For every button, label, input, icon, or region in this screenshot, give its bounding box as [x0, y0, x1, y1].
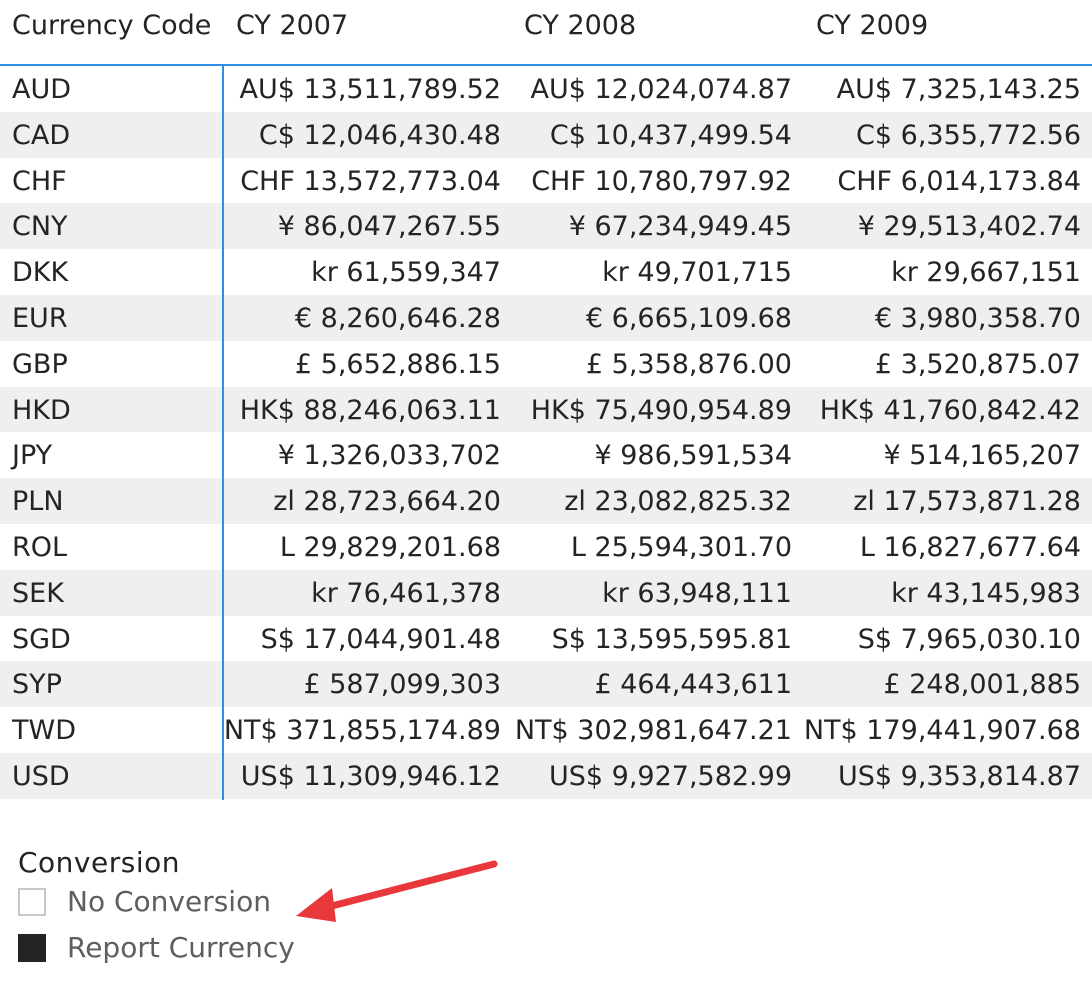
cell-cy-2007[interactable]: CHF 13,572,773.04: [240, 165, 501, 197]
slicer-option-report-currency[interactable]: Report Currency: [18, 928, 338, 972]
checkbox-checked-icon[interactable]: [18, 934, 46, 962]
table-row[interactable]: CAD C$ 12,046,430.48 C$ 10,437,499.54 C$ 6,…: [0, 111, 1092, 158]
cell-cy-2008[interactable]: CHF 10,780,797.92: [531, 165, 792, 197]
table-row[interactable]: EUR € 8,260,646.28 € 6,665,109.68 € 3,980,3…: [0, 294, 1092, 341]
table-row[interactable]: CHF CHF 13,572,773.04 CHF 10,780,797.92 CHF…: [0, 158, 1092, 204]
arrow-left-annotation-icon: [296, 860, 498, 922]
table-row[interactable]: JPY ¥ 1,326,033,702 ¥ 986,591,534 ¥ 514,165…: [0, 432, 1092, 478]
table-row[interactable]: SGD S$ 17,044,901.48 S$ 13,595,595.81 S$ 7,…: [0, 616, 1092, 662]
cell-cy-2008[interactable]: £ 5,358,876.00: [585, 348, 792, 380]
cell-cy-2008[interactable]: ¥ 986,591,534: [594, 440, 792, 472]
cell-cy-2008[interactable]: NT$ 302,981,647.21: [514, 715, 792, 747]
table-row[interactable]: PLN zl 28,723,664.20 zl 23,082,825.32 zl 17…: [0, 478, 1092, 524]
cell-cy-2007[interactable]: zl 28,723,664.20: [273, 486, 501, 518]
row-header-currency-code[interactable]: DKK: [12, 257, 69, 289]
cell-cy-2009[interactable]: HK$ 41,760,842.42: [819, 394, 1081, 426]
cell-cy-2009[interactable]: S$ 7,965,030.10: [857, 623, 1081, 655]
cell-cy-2008[interactable]: HK$ 75,490,954.89: [530, 394, 792, 426]
cell-cy-2009[interactable]: US$ 9,353,814.87: [837, 760, 1081, 792]
cell-cy-2007[interactable]: ¥ 1,326,033,702: [277, 440, 501, 472]
cell-cy-2007[interactable]: S$ 17,044,901.48: [260, 623, 501, 655]
cell-cy-2007[interactable]: NT$ 371,855,174.89: [223, 715, 501, 747]
cell-cy-2008[interactable]: AU$ 12,024,074.87: [530, 74, 792, 105]
table-row[interactable]: AUD AU$ 13,511,789.52 AU$ 12,024,074.87 AU$…: [0, 66, 1092, 112]
cell-cy-2007[interactable]: € 8,260,646.28: [294, 302, 501, 334]
row-header-currency-code[interactable]: PLN: [12, 486, 64, 518]
cell-cy-2008[interactable]: zl 23,082,825.32: [564, 486, 792, 518]
cell-cy-2009[interactable]: L 16,827,677.64: [859, 531, 1081, 563]
cell-cy-2007[interactable]: £ 587,099,303: [303, 669, 501, 701]
cell-cy-2008[interactable]: kr 63,948,111: [602, 577, 792, 609]
row-header-currency-code[interactable]: JPY: [12, 440, 53, 472]
cell-cy-2008[interactable]: US$ 9,927,582.99: [548, 760, 792, 792]
cell-cy-2009[interactable]: kr 43,145,983: [891, 577, 1081, 609]
table-row[interactable]: SYP £ 587,099,303 £ 464,443,611 £ 248,001,8…: [0, 661, 1092, 708]
cell-cy-2008[interactable]: ¥ 67,234,949.45: [568, 211, 792, 243]
cell-cy-2009[interactable]: NT$ 179,441,907.68: [803, 715, 1081, 747]
row-header-currency-code[interactable]: CHF: [12, 165, 67, 197]
cell-cy-2007[interactable]: C$ 12,046,430.48: [258, 119, 501, 151]
slicer-option-label[interactable]: No Conversion: [67, 885, 271, 918]
row-header-currency-code[interactable]: HKD: [12, 394, 71, 426]
slicer-option-no-conversion[interactable]: No Conversion: [18, 882, 338, 926]
table-row[interactable]: USD US$ 11,309,946.12 US$ 9,927,582.99 US$ …: [0, 752, 1092, 799]
row-header-currency-code[interactable]: SGD: [12, 623, 71, 655]
table-row[interactable]: DKK kr 61,559,347 kr 49,701,715 kr 29,667,1…: [0, 249, 1092, 295]
row-header-currency-code[interactable]: CAD: [12, 119, 71, 151]
cell-cy-2009[interactable]: zl 17,573,871.28: [853, 486, 1081, 518]
table-row[interactable]: GBP £ 5,652,886.15 £ 5,358,876.00 £ 3,520,8…: [0, 341, 1092, 387]
cell-cy-2007[interactable]: kr 76,461,378: [311, 577, 501, 609]
cell-cy-2009[interactable]: kr 29,667,151: [891, 257, 1081, 289]
cell-cy-2009[interactable]: AU$ 7,325,143.25: [836, 74, 1081, 105]
row-header-currency-code[interactable]: TWD: [12, 715, 76, 747]
cell-cy-2007[interactable]: ¥ 86,047,267.55: [277, 211, 501, 243]
cell-cy-2009[interactable]: £ 3,520,875.07: [874, 348, 1081, 380]
row-header-currency-code[interactable]: AUD: [12, 74, 72, 105]
matrix-header-row: Currency Code CY 2007 CY 2008 CY 2009: [0, 0, 1092, 66]
cell-cy-2009[interactable]: CHF 6,014,173.84: [837, 165, 1081, 197]
cell-cy-2009[interactable]: € 3,980,358.70: [874, 302, 1081, 334]
table-row[interactable]: SEK kr 76,461,378 kr 63,948,111 kr 43,145,9…: [0, 569, 1092, 616]
cell-cy-2009[interactable]: C$ 6,355,772.56: [856, 119, 1081, 151]
table-row[interactable]: HKD HK$ 88,246,063.11 HK$ 75,490,954.89 HK$…: [0, 386, 1092, 433]
cell-cy-2008[interactable]: L 25,594,301.70: [570, 531, 792, 563]
cell-cy-2008[interactable]: £ 464,443,611: [594, 669, 792, 701]
cell-cy-2007[interactable]: L 29,829,201.68: [279, 531, 501, 563]
conversion-slicer: Conversion No Conversion Report Currency: [18, 846, 338, 972]
row-header-currency-code[interactable]: SEK: [12, 577, 64, 609]
row-header-currency-code[interactable]: ROL: [12, 531, 68, 563]
cell-cy-2008[interactable]: C$ 10,437,499.54: [549, 119, 792, 151]
cell-cy-2007[interactable]: AU$ 13,511,789.52: [239, 74, 501, 105]
currency-matrix: Currency Code CY 2007 CY 2008 CY 2009 AU…: [0, 0, 1092, 799]
column-header-cy-2007[interactable]: CY 2007: [236, 10, 349, 41]
row-header-currency-code[interactable]: GBP: [12, 348, 68, 380]
cell-cy-2008[interactable]: S$ 13,595,595.81: [551, 623, 792, 655]
column-header-currency-code[interactable]: Currency Code: [12, 10, 212, 41]
matrix-body: AUD AU$ 13,511,789.52 AU$ 12,024,074.87 AU$…: [0, 66, 1092, 799]
column-header-cy-2008[interactable]: CY 2008: [524, 10, 637, 41]
table-row[interactable]: CNY ¥ 86,047,267.55 ¥ 67,234,949.45 ¥ 29,51…: [0, 203, 1092, 250]
column-header-cy-2009[interactable]: CY 2009: [816, 10, 929, 41]
row-header-currency-code[interactable]: USD: [12, 760, 70, 792]
cell-cy-2007[interactable]: kr 61,559,347: [311, 257, 501, 289]
cell-cy-2007[interactable]: £ 5,652,886.15: [294, 348, 501, 380]
slicer-title: Conversion: [18, 846, 180, 879]
slicer-option-label[interactable]: Report Currency: [67, 931, 295, 964]
row-header-currency-code[interactable]: CNY: [12, 211, 68, 243]
table-row[interactable]: ROL L 29,829,201.68 L 25,594,301.70 L 16,82…: [0, 524, 1092, 570]
cell-cy-2009[interactable]: £ 248,001,885: [883, 669, 1081, 701]
table-row[interactable]: TWD NT$ 371,855,174.89 NT$ 302,981,647.21 N…: [0, 707, 1092, 753]
cell-cy-2009[interactable]: ¥ 514,165,207: [883, 440, 1081, 472]
cell-cy-2008[interactable]: € 6,665,109.68: [585, 302, 792, 334]
cell-cy-2009[interactable]: ¥ 29,513,402.74: [857, 211, 1081, 243]
row-header-divider: [222, 66, 224, 800]
cell-cy-2007[interactable]: US$ 11,309,946.12: [240, 760, 501, 792]
row-header-currency-code[interactable]: SYP: [12, 669, 62, 701]
checkbox-icon[interactable]: [18, 888, 46, 916]
row-header-currency-code[interactable]: EUR: [12, 302, 68, 334]
cell-cy-2008[interactable]: kr 49,701,715: [602, 257, 792, 289]
cell-cy-2007[interactable]: HK$ 88,246,063.11: [239, 394, 501, 426]
